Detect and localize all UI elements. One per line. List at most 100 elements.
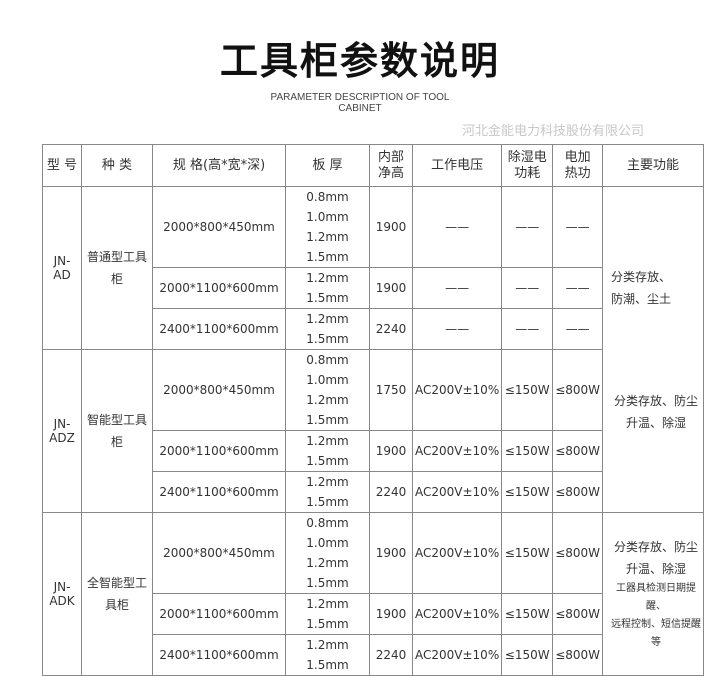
column-header: 工作电压: [411, 144, 503, 187]
voltage-cell: AC200V±10%: [411, 471, 503, 513]
type-cell: 智能型工具柜: [81, 349, 153, 513]
thickness-value: 1.2mm 1.5mm: [306, 597, 349, 631]
height-cell: 1900: [369, 593, 413, 635]
voltage-cell: ——: [411, 267, 503, 309]
heating-power-cell: ——: [552, 308, 604, 350]
function-cell: 分类存放、防尘 升温、除湿工器具检测日期提醒、 远程控制、短信提醒等: [602, 512, 705, 676]
table-row: 2400*1100*600mm 1.2mm 1.5mm 2240 —— —— ——: [43, 308, 704, 350]
thickness-cell: 0.8mm 1.0mm 1.2mm 1.5mm: [285, 512, 370, 594]
spec-cell: 2000*1100*600mm: [152, 593, 286, 635]
table-row: 2400*1100*600mm 1.2mm 1.5mm 2240 AC200V±10%…: [43, 471, 704, 513]
thickness-value: 1.2mm 1.5mm: [306, 475, 349, 509]
dehumidify-power-cell: ≤150W: [501, 512, 554, 594]
type-cell: 全智能型工具柜: [81, 512, 153, 676]
heating-power-cell: ≤800W: [552, 593, 604, 635]
column-header-label: 规 格(高*宽*深): [172, 157, 266, 173]
parameter-table: 型 号 种 类 规 格(高*宽*深) 板 厚 内部净高 工作电压 除湿电功耗 电加热功 主要功能…: [42, 144, 705, 676]
header-row: 型 号 种 类 规 格(高*宽*深) 板 厚 内部净高 工作电压 除湿电功耗 电加热功 主要功能: [42, 144, 705, 187]
height-cell: 1900: [369, 186, 413, 268]
function-line: 升温、除湿: [626, 415, 687, 430]
model-cell: JN-ADZ: [42, 349, 82, 513]
spec-cell: 2000*1100*600mm: [152, 267, 286, 309]
thickness-value: 1.2mm 1.5mm: [306, 230, 349, 264]
height-cell: 1900: [369, 267, 413, 309]
heating-power-cell: ≤800W: [552, 512, 604, 594]
thickness-value: 1.2mm 1.5mm: [306, 393, 349, 427]
thickness-cell: 1.2mm 1.5mm: [285, 471, 370, 513]
model-cell: JN-ADK: [42, 512, 82, 676]
spec-cell: 2000*800*450mm: [152, 186, 286, 268]
voltage-cell: AC200V±10%: [411, 430, 503, 472]
heating-power-cell: ≤800W: [552, 430, 604, 472]
height-cell: 2240: [369, 308, 413, 350]
voltage-cell: ——: [411, 186, 503, 268]
thickness-value: 0.8mm 1.0mm: [306, 516, 349, 550]
column-header: 电加热功: [552, 144, 604, 187]
column-header: 规 格(高*宽*深): [152, 144, 286, 187]
thickness-cell: 1.2mm 1.5mm: [285, 267, 370, 309]
column-header-label: 种 类: [101, 157, 133, 173]
function-line: 分类存放、防尘: [614, 393, 699, 408]
function-line: 远程控制、短信提醒等: [611, 619, 702, 648]
page-title: 工具柜参数说明: [219, 39, 500, 83]
thickness-cell: 1.2mm 1.5mm: [285, 634, 370, 676]
spec-cell: 2000*800*450mm: [152, 512, 286, 594]
model-cell: JN-AD: [42, 186, 82, 350]
voltage-cell: ——: [411, 308, 503, 350]
function-line: 防潮、尘土: [611, 291, 672, 306]
dehumidify-power-cell: ≤150W: [501, 634, 554, 676]
table-row: 2000*1100*600mm 1.2mm 1.5mm 1900 —— —— ——: [43, 267, 704, 309]
column-header: 种 类: [81, 144, 153, 187]
column-header-label: 电加热功: [564, 149, 591, 181]
height-cell: 2240: [369, 471, 413, 513]
column-header-label: 内部净高: [378, 149, 405, 181]
function-line: 工器具检测日期提醒、: [616, 583, 697, 612]
spec-cell: 2400*1100*600mm: [152, 471, 286, 513]
dehumidify-power-cell: ——: [501, 186, 554, 268]
column-header: 型 号: [42, 144, 82, 187]
spec-cell: 2400*1100*600mm: [152, 308, 286, 350]
thickness-value: 1.2mm 1.5mm: [306, 312, 349, 346]
height-cell: 1900: [369, 512, 413, 594]
thickness-cell: 0.8mm 1.0mm 1.2mm 1.5mm: [285, 349, 370, 431]
column-header: 内部净高: [369, 144, 413, 187]
thickness-cell: 1.2mm 1.5mm: [285, 308, 370, 350]
spec-cell: 2400*1100*600mm: [152, 634, 286, 676]
thickness-value: 1.2mm 1.5mm: [306, 271, 349, 305]
column-header-label: 型 号: [46, 157, 78, 173]
dehumidify-power-cell: ≤150W: [501, 471, 554, 513]
function-line: 升温、除湿: [626, 562, 687, 576]
dehumidify-power-cell: ——: [501, 308, 554, 350]
thickness-cell: 1.2mm 1.5mm: [285, 593, 370, 635]
voltage-cell: AC200V±10%: [411, 634, 503, 676]
page-subtitle: PARAMETER DESCRIPTION OF TOOL CABINET: [270, 92, 450, 114]
height-cell: 1750: [369, 349, 413, 431]
spec-cell: 2000*800*450mm: [152, 349, 286, 431]
thickness-value: 1.2mm 1.5mm: [306, 638, 349, 672]
heating-power-cell: ≤800W: [552, 634, 604, 676]
thickness-value: 1.2mm 1.5mm: [306, 556, 349, 590]
thickness-value: 0.8mm 1.0mm: [306, 353, 349, 387]
function-cell: 分类存放、防潮、尘土分类存放、防尘 升温、除湿: [602, 186, 705, 513]
voltage-cell: AC200V±10%: [411, 349, 503, 431]
type-cell: 普通型工具柜: [81, 186, 153, 350]
watermark: 河北金能电力科技股份有限公司: [462, 124, 645, 139]
heating-power-cell: ——: [552, 267, 604, 309]
voltage-cell: AC200V±10%: [411, 593, 503, 635]
thickness-value: 0.8mm 1.0mm: [306, 190, 349, 224]
function-line: 分类存放、防尘: [614, 540, 699, 554]
thickness-value: 1.2mm 1.5mm: [306, 434, 349, 468]
thickness-cell: 1.2mm 1.5mm: [285, 430, 370, 472]
function-line: 分类存放、: [611, 269, 672, 284]
heating-power-cell: ——: [552, 186, 604, 268]
column-header-label: 板 厚: [312, 157, 343, 173]
column-header: 板 厚: [285, 144, 370, 187]
column-header: 除湿电功耗: [501, 144, 554, 187]
height-cell: 2240: [369, 634, 413, 676]
voltage-cell: AC200V±10%: [411, 512, 503, 594]
dehumidify-power-cell: ——: [501, 267, 554, 309]
table-row: JN-AD 普通型工具柜 2000*800*450mm 0.8mm 1.0mm 1.2m…: [42, 186, 705, 513]
table-row: JN-ADK 全智能型工具柜 2000*800*450mm 0.8mm 1.0mm 1.…: [42, 512, 705, 676]
dehumidify-power-cell: ≤150W: [501, 349, 554, 431]
heating-power-cell: ≤800W: [552, 349, 604, 431]
